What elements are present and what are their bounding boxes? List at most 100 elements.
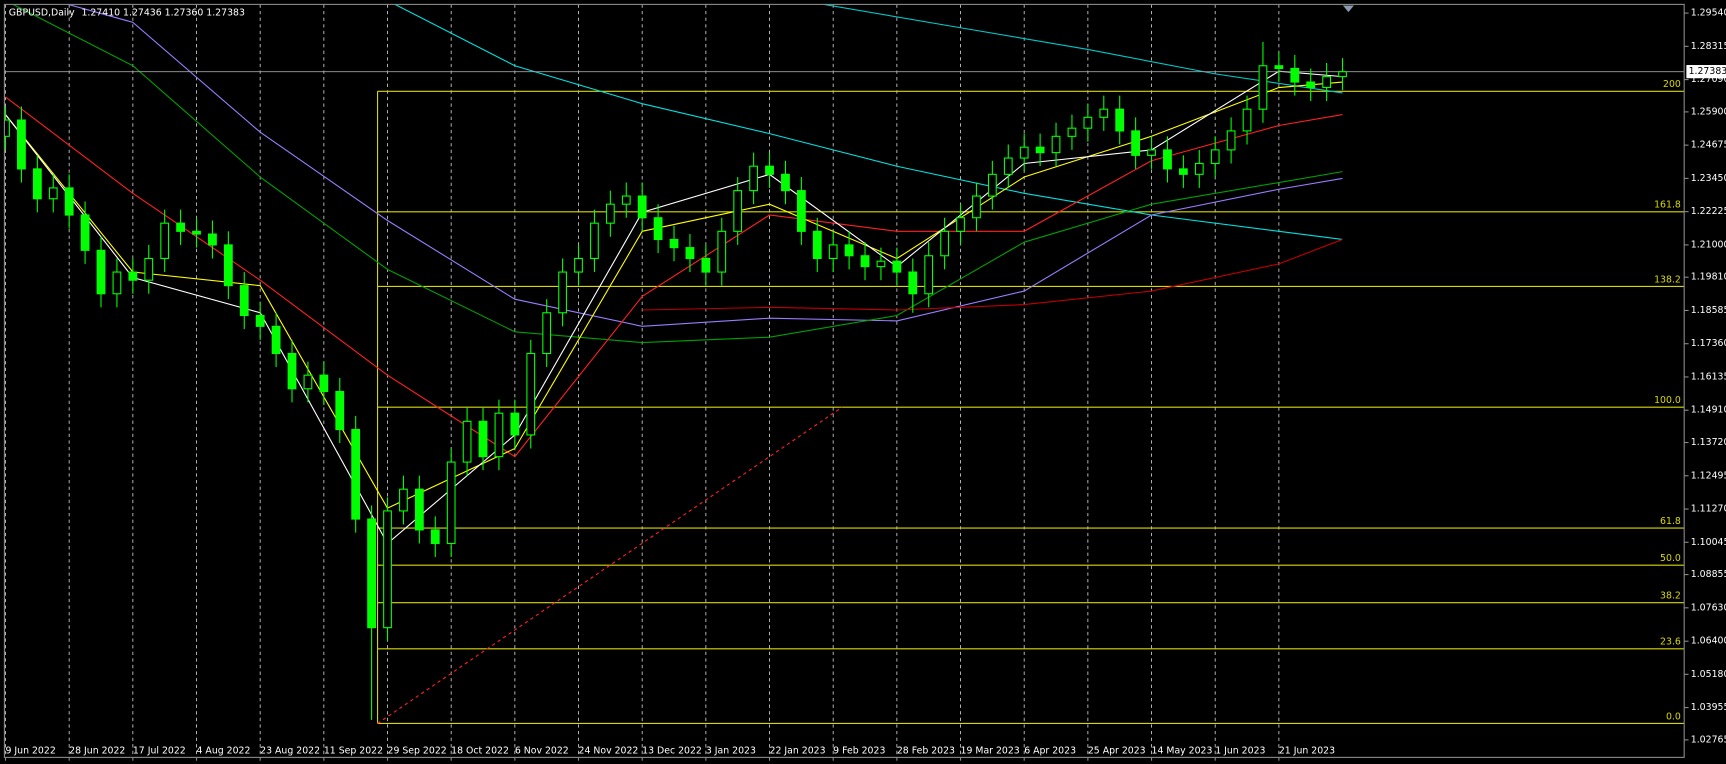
x-tick-label: 6 Apr 2023 xyxy=(1024,745,1076,756)
y-tick-label: 1.03955 xyxy=(1691,702,1726,713)
candle-body xyxy=(908,271,918,295)
candle-body xyxy=(96,249,106,295)
candle-body xyxy=(653,217,663,241)
candle-body xyxy=(1099,108,1109,118)
candle-body xyxy=(605,203,615,224)
candle-body xyxy=(1178,168,1188,175)
candle-body xyxy=(542,312,552,355)
plot-area xyxy=(4,4,1685,725)
candle-body xyxy=(1147,149,1156,156)
candle-body xyxy=(637,195,647,219)
fib-label: 200 xyxy=(1663,79,1681,90)
candle-body xyxy=(383,510,392,629)
y-tick-label: 1.02765 xyxy=(1691,734,1726,745)
ohlc-text: 1.27410 1.27436 1.27360 1.27383 xyxy=(81,8,245,19)
candle-body xyxy=(4,119,10,137)
candle-body xyxy=(1131,130,1141,156)
y-tick-label: 1.13720 xyxy=(1691,437,1726,448)
axes: 1.29540 1.28315 1.27090 1.25900 1.24675 1.234… xyxy=(4,8,1726,761)
candle-body xyxy=(1258,65,1268,110)
candle-body xyxy=(558,271,568,314)
candle-body xyxy=(80,214,90,251)
candle-body xyxy=(765,165,774,175)
candle-body xyxy=(1226,130,1236,151)
x-tick-label: 14 May 2023 xyxy=(1152,745,1213,756)
y-tick-label: 1.29540 xyxy=(1691,8,1726,19)
fib-trendline xyxy=(377,406,843,724)
y-tick-label: 1.23450 xyxy=(1691,173,1726,184)
x-tick-label: 6 Nov 2022 xyxy=(515,745,569,756)
candle-body xyxy=(1210,149,1220,165)
candle-body xyxy=(749,165,759,192)
shift-marker xyxy=(1342,5,1354,13)
candle-body xyxy=(271,325,281,355)
candle-body xyxy=(669,238,679,249)
x-tick-label: 28 Feb 2023 xyxy=(897,745,955,756)
y-tick-label: 1.27090 xyxy=(1691,74,1726,85)
candle-body xyxy=(940,230,950,257)
candle-body xyxy=(160,222,170,260)
x-tick-label: 29 Sep 2022 xyxy=(388,745,447,756)
fib-label: 161.8 xyxy=(1654,200,1681,211)
candle-body xyxy=(1163,149,1172,170)
candle-body xyxy=(287,352,297,390)
indicator-line xyxy=(5,81,1343,509)
y-tick-label: 1.14910 xyxy=(1691,405,1726,416)
indicator-line xyxy=(5,70,1343,545)
x-tick-label: 4 Aug 2022 xyxy=(197,745,251,756)
x-tick-label: 24 Nov 2022 xyxy=(579,745,639,756)
candle-body xyxy=(1306,81,1316,89)
candle-body xyxy=(828,244,838,260)
candle-body xyxy=(685,247,695,260)
x-tick-label: 1 Jun 2023 xyxy=(1215,745,1265,756)
candle-body xyxy=(32,168,42,200)
candle-body xyxy=(478,420,488,458)
x-tick-label: 22 Jan 2023 xyxy=(770,745,826,756)
bid-label-box xyxy=(1686,65,1726,79)
candle-body xyxy=(956,217,965,232)
candle-body xyxy=(64,187,74,216)
plot-border xyxy=(3,3,1685,758)
candle-body xyxy=(255,314,265,327)
y-tick-label: 1.22225 xyxy=(1691,206,1726,217)
candle-body xyxy=(526,352,536,436)
y-tick-label: 1.12495 xyxy=(1691,470,1726,481)
y-tick-label: 1.21000 xyxy=(1691,239,1726,250)
candle-body xyxy=(128,271,138,281)
candle-body xyxy=(1242,108,1252,132)
candle-body xyxy=(1003,157,1013,175)
candle-body xyxy=(303,374,313,390)
fib-label: 61.8 xyxy=(1660,516,1681,527)
y-tick-label: 1.19810 xyxy=(1691,272,1726,283)
candle-body xyxy=(812,230,822,260)
candle-body xyxy=(1035,146,1045,154)
candle-body xyxy=(223,244,233,287)
candle-body xyxy=(335,390,345,431)
x-tick-label: 21 Jun 2023 xyxy=(1279,745,1335,756)
candle-body xyxy=(1019,146,1029,159)
fib-label: 23.6 xyxy=(1660,637,1681,648)
candle-body xyxy=(1322,76,1332,89)
x-tick-label: 9 Jun 2022 xyxy=(6,745,56,756)
fib-label: 100.0 xyxy=(1654,395,1681,406)
candle-body xyxy=(924,255,934,295)
fib-label: 50.0 xyxy=(1660,553,1681,564)
candle-body xyxy=(462,420,472,463)
candle-body xyxy=(987,173,997,197)
candle-body xyxy=(1274,65,1284,70)
x-tick-label: 11 Sep 2022 xyxy=(324,745,383,756)
x-tick-label: 23 Aug 2022 xyxy=(260,745,320,756)
candle-body xyxy=(414,488,424,531)
candle-body xyxy=(860,255,870,268)
candle-body xyxy=(892,260,902,273)
candle-body xyxy=(239,285,249,317)
bid-label: 1.27383 xyxy=(1689,66,1726,77)
x-tick-label: 19 Mar 2023 xyxy=(961,745,1020,756)
candle-body xyxy=(112,271,122,295)
x-tick-label: 28 Jun 2022 xyxy=(69,745,125,756)
candle-body xyxy=(733,190,743,232)
candle-body xyxy=(48,187,58,200)
x-tick-label: 3 Jan 2023 xyxy=(706,745,756,756)
